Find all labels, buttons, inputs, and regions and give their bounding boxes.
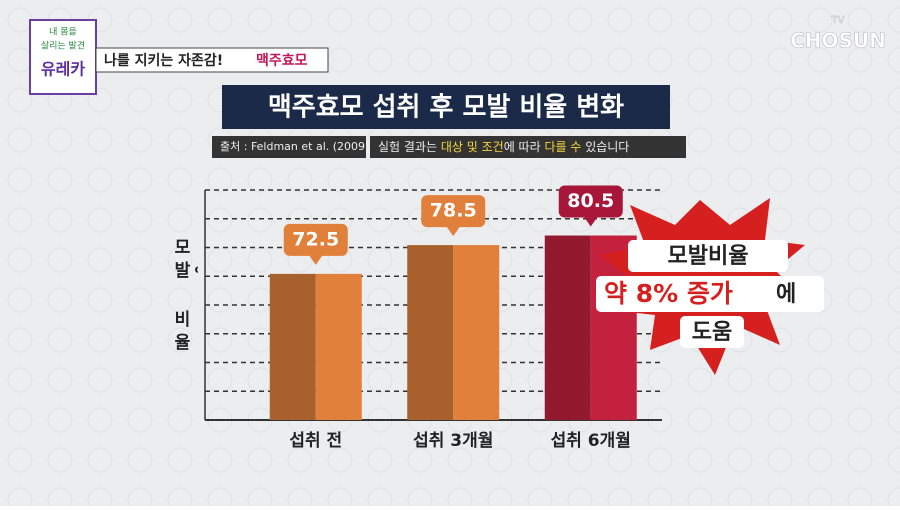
x-tick-label: 섭취 전: [289, 430, 342, 451]
value-label: 80.5: [567, 190, 614, 212]
banner-text: 나를 지키는 자존감!: [104, 52, 223, 69]
disclaimer-part: 에 따라: [504, 140, 545, 154]
chart-title: 맥주효모 섭취 후 모발 비율 변화: [268, 93, 624, 123]
value-label: 72.5: [292, 228, 339, 250]
title-box: [222, 85, 670, 129]
source-box: [212, 136, 366, 158]
disclaimer: 실험 결과는 대상 및 조건에 따라 다를 수 있습니다: [378, 140, 629, 154]
plot: 섭취 전 72.5 섭취 3개월 78.5 섭취 6개월 80.5: [204, 185, 662, 451]
value-label-pointer: [446, 226, 461, 237]
y-label-box: 모발 비율 (%): [170, 238, 198, 356]
annotation-text: 약 8% 증가: [604, 279, 733, 308]
source: 출처 : Feldman et al. (2009): [220, 140, 369, 153]
logo-text: 살리는 발견: [41, 40, 85, 52]
disclaimer-part: 다를 수: [544, 140, 581, 154]
logo-text: 내 몸을: [49, 27, 77, 38]
value-label-box: [558, 185, 623, 218]
value-label-pointer: [583, 216, 598, 227]
annotation-text: 도움: [692, 320, 732, 345]
annotation-box: [596, 276, 824, 312]
logo-text: 유레카: [41, 60, 85, 79]
bar-right: [315, 273, 362, 420]
bar-right: [453, 245, 500, 420]
bar: [269, 273, 362, 420]
banner: [95, 47, 329, 73]
disclaimer-part: 있습니다: [581, 140, 629, 154]
value-label: 78.5: [430, 200, 477, 222]
bar-left: [544, 235, 591, 420]
value-label-pointer: [308, 254, 323, 265]
bar: [407, 245, 500, 420]
banner-highlight: 맥주효모: [256, 52, 308, 69]
x-tick-label: 섭취 6개월: [551, 430, 631, 451]
y-axis-label: 모발 비율 (%): [170, 238, 198, 356]
value-label-box: [421, 195, 486, 228]
x-tick-label: 섭취 3개월: [413, 430, 493, 451]
disclaimer-box: [370, 136, 686, 158]
disclaimer-part: 대상 및 조건: [441, 140, 504, 154]
annotation-box: [628, 240, 788, 272]
annotation-text: 모발비율: [668, 244, 749, 269]
annotation-box: [680, 316, 744, 348]
logo-box: [29, 19, 97, 95]
disclaimer-part: 실험 결과는: [378, 140, 441, 154]
annotation: 모발비율 약 8% 증가 에 도움: [596, 240, 824, 348]
bar-left: [269, 273, 316, 420]
annotation-text: 에: [776, 282, 796, 307]
channel-logo: CHOSUN: [790, 29, 886, 53]
channel-logo: TV: [831, 15, 845, 26]
bar-left: [407, 245, 454, 420]
value-label-box: [283, 223, 348, 256]
